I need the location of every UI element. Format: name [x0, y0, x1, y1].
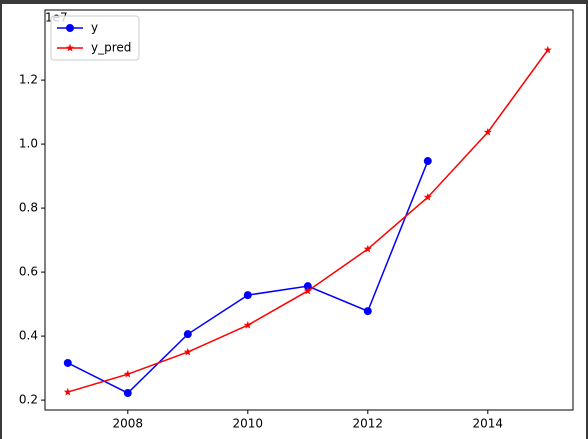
marker: [63, 358, 72, 367]
marker: [303, 282, 312, 291]
marker: [183, 330, 192, 339]
y-tick-label: 1.0: [19, 137, 38, 151]
marker: [63, 387, 72, 396]
legend-marker: [66, 24, 74, 32]
marker: [183, 347, 192, 356]
marker: [423, 193, 432, 201]
legend-label: y_pred: [91, 41, 131, 55]
x-tick-label: 2012: [353, 417, 384, 431]
marker: [363, 307, 372, 316]
x-tick-label: 2008: [113, 417, 144, 431]
window-edge: [586, 0, 588, 439]
window-edge: [0, 0, 588, 4]
marker: [543, 45, 552, 54]
marker: [123, 369, 132, 378]
marker: [483, 128, 492, 136]
marker: [423, 157, 432, 166]
marker: [303, 286, 312, 295]
x-tick-label: 2014: [473, 417, 504, 431]
plot-frame: [44, 9, 574, 411]
y-tick-label: 1.2: [19, 73, 38, 87]
x-tick-label: 2010: [233, 417, 264, 431]
legend: y y_pred: [50, 15, 140, 61]
legend-marker: [66, 43, 74, 52]
marker: [123, 389, 132, 398]
y-tick-label: 0.6: [19, 265, 38, 279]
y-tick-label: 0.4: [19, 329, 38, 343]
marker: [363, 244, 372, 253]
y-tick-label: 0.2: [19, 393, 38, 407]
legend-label: y: [91, 21, 98, 35]
marker: [243, 291, 252, 300]
y-tick-label: 0.8: [19, 201, 38, 215]
marker: [243, 321, 252, 329]
window-edge: [0, 0, 2, 439]
